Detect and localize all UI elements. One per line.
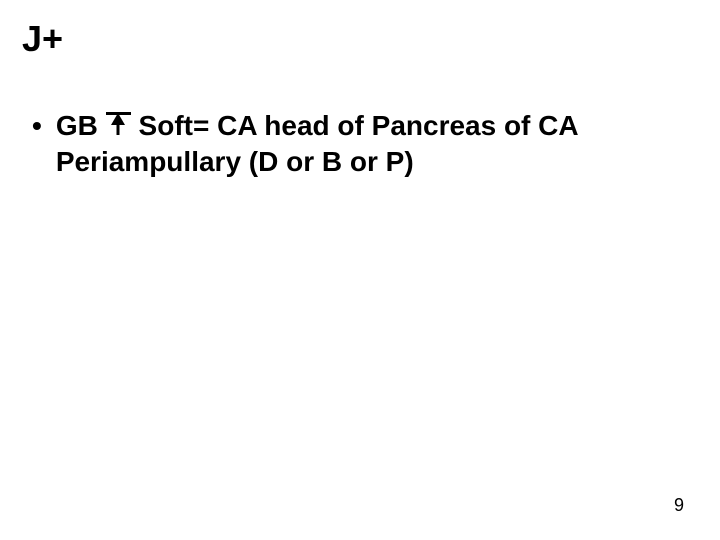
slide-container: J+ • GB Soft= CA head of Pancreas of CA …	[0, 0, 720, 540]
bullet-marker: •	[32, 108, 42, 144]
bullet-text-suffix: Soft= CA head of Pancreas of CA Periampu…	[56, 110, 578, 177]
bullet-item: • GB Soft= CA head of Pancreas of CA Per…	[22, 108, 698, 180]
page-number: 9	[674, 495, 684, 516]
bullet-text-prefix: GB	[56, 110, 106, 141]
up-arrow-stop-icon	[106, 112, 131, 137]
slide-title: J+	[22, 18, 698, 60]
bullet-text: GB Soft= CA head of Pancreas of CA Peria…	[56, 108, 656, 180]
